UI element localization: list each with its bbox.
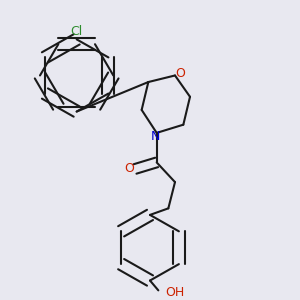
Text: Cl: Cl	[70, 25, 83, 38]
Text: O: O	[124, 163, 134, 176]
Text: O: O	[175, 67, 185, 80]
Text: OH: OH	[166, 286, 185, 299]
Text: N: N	[150, 130, 160, 143]
